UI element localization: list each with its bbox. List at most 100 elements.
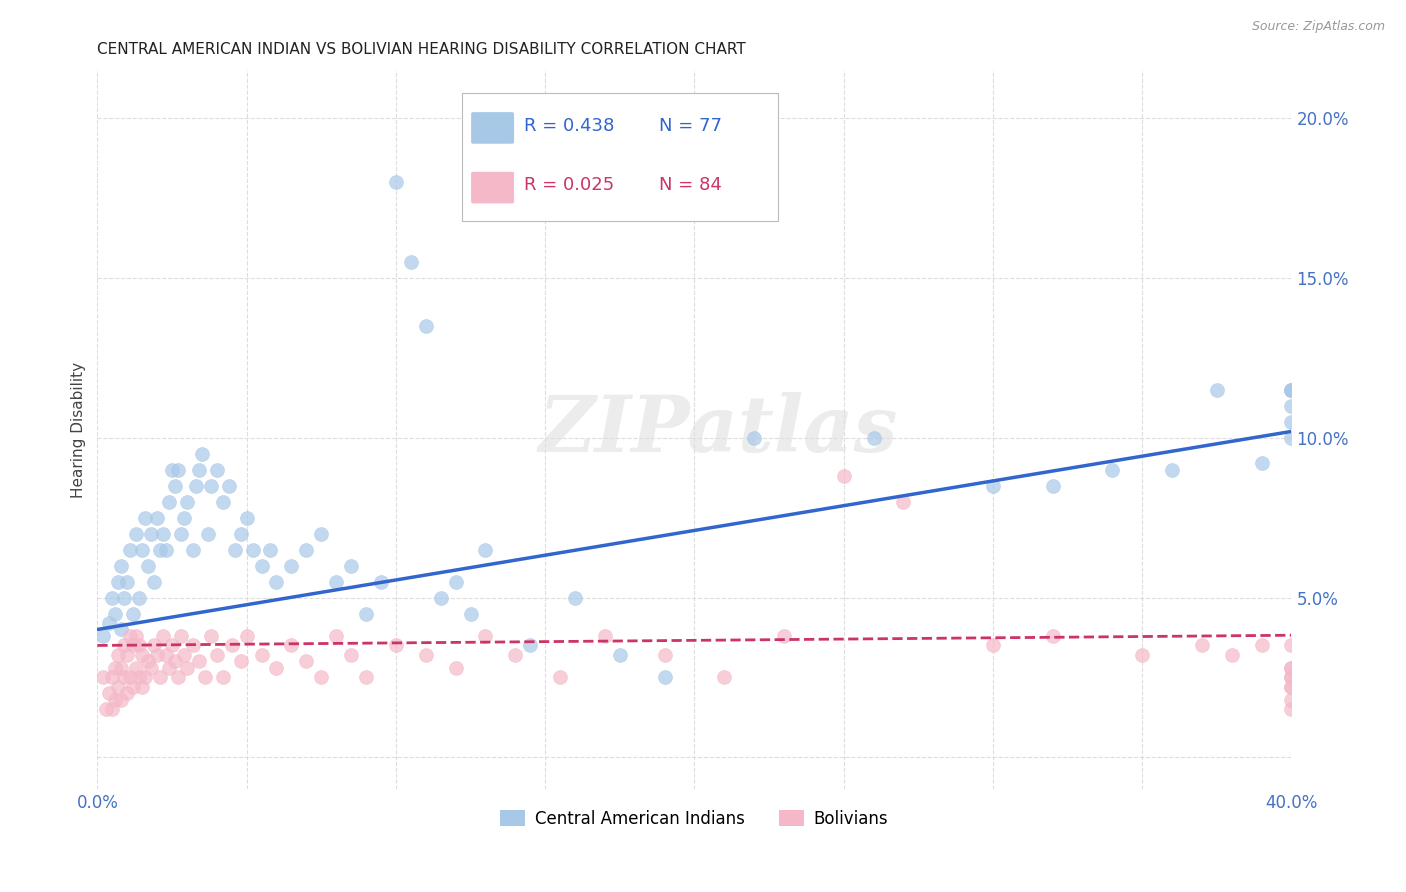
Point bbox=[120, 629, 142, 643]
Point bbox=[1281, 639, 1303, 653]
Point bbox=[1161, 463, 1184, 477]
Point bbox=[115, 648, 138, 662]
Point bbox=[173, 510, 195, 524]
Point bbox=[242, 542, 264, 557]
Point bbox=[146, 648, 169, 662]
Point bbox=[429, 591, 451, 605]
Point bbox=[181, 639, 204, 653]
Point bbox=[149, 670, 172, 684]
Point bbox=[136, 655, 159, 669]
Point bbox=[149, 542, 172, 557]
Point bbox=[184, 479, 207, 493]
Point bbox=[295, 655, 318, 669]
Point bbox=[146, 510, 169, 524]
Point bbox=[134, 510, 156, 524]
Point bbox=[564, 591, 586, 605]
Point bbox=[1281, 680, 1303, 694]
Point bbox=[266, 574, 288, 589]
Point bbox=[235, 629, 257, 643]
Point bbox=[112, 639, 135, 653]
Point bbox=[107, 574, 129, 589]
Point bbox=[250, 558, 273, 573]
Point bbox=[1281, 383, 1303, 397]
Point bbox=[1042, 629, 1064, 643]
Point bbox=[205, 648, 228, 662]
Point bbox=[742, 431, 765, 445]
Point bbox=[211, 494, 233, 508]
Point bbox=[197, 526, 219, 541]
Point bbox=[128, 639, 150, 653]
Point bbox=[444, 574, 467, 589]
Point bbox=[157, 661, 180, 675]
Point bbox=[101, 591, 124, 605]
Point bbox=[1281, 383, 1303, 397]
Point bbox=[340, 648, 363, 662]
Point bbox=[112, 670, 135, 684]
Point bbox=[139, 526, 162, 541]
Point bbox=[981, 479, 1004, 493]
Point bbox=[122, 607, 145, 621]
Point bbox=[224, 542, 246, 557]
Point bbox=[1281, 415, 1303, 429]
Point bbox=[163, 479, 186, 493]
Point bbox=[128, 591, 150, 605]
Point bbox=[1281, 702, 1303, 716]
Point bbox=[280, 558, 302, 573]
Point bbox=[340, 558, 363, 573]
Point bbox=[354, 670, 377, 684]
Point bbox=[101, 702, 124, 716]
Point bbox=[120, 542, 142, 557]
Point bbox=[167, 463, 190, 477]
FancyBboxPatch shape bbox=[471, 172, 515, 203]
Point bbox=[152, 629, 174, 643]
Point bbox=[128, 670, 150, 684]
Y-axis label: Hearing Disability: Hearing Disability bbox=[72, 362, 86, 498]
Point bbox=[211, 670, 233, 684]
Point bbox=[139, 661, 162, 675]
Point bbox=[1220, 648, 1243, 662]
Point bbox=[713, 670, 735, 684]
Text: R = 0.438: R = 0.438 bbox=[523, 117, 614, 135]
Point bbox=[1042, 479, 1064, 493]
Point bbox=[309, 670, 332, 684]
Point bbox=[474, 542, 496, 557]
Point bbox=[155, 542, 177, 557]
Point bbox=[98, 686, 121, 700]
Point bbox=[1281, 692, 1303, 706]
Point bbox=[181, 542, 204, 557]
Point bbox=[1281, 670, 1303, 684]
Point bbox=[170, 526, 193, 541]
Point bbox=[893, 494, 915, 508]
Point bbox=[385, 175, 408, 189]
Point bbox=[131, 648, 153, 662]
Point bbox=[1191, 639, 1213, 653]
Point bbox=[1281, 661, 1303, 675]
Point bbox=[187, 655, 209, 669]
Point bbox=[832, 469, 855, 483]
Point bbox=[176, 661, 198, 675]
Point bbox=[1281, 670, 1303, 684]
Point bbox=[773, 629, 796, 643]
Point bbox=[280, 639, 302, 653]
Point bbox=[194, 670, 217, 684]
Point bbox=[1281, 661, 1303, 675]
Text: Source: ZipAtlas.com: Source: ZipAtlas.com bbox=[1251, 20, 1385, 33]
Point bbox=[173, 648, 195, 662]
Point bbox=[205, 463, 228, 477]
Point bbox=[593, 629, 616, 643]
Point bbox=[110, 661, 132, 675]
Point bbox=[1250, 639, 1272, 653]
Point bbox=[98, 616, 121, 631]
Text: CENTRAL AMERICAN INDIAN VS BOLIVIAN HEARING DISABILITY CORRELATION CHART: CENTRAL AMERICAN INDIAN VS BOLIVIAN HEAR… bbox=[97, 42, 747, 57]
Point bbox=[110, 692, 132, 706]
Point bbox=[104, 661, 127, 675]
Point bbox=[235, 510, 257, 524]
Point bbox=[110, 623, 132, 637]
Point bbox=[110, 558, 132, 573]
Point bbox=[399, 255, 422, 269]
Point bbox=[107, 648, 129, 662]
Point bbox=[325, 629, 347, 643]
Point bbox=[1281, 680, 1303, 694]
Point bbox=[112, 591, 135, 605]
FancyBboxPatch shape bbox=[471, 112, 515, 144]
